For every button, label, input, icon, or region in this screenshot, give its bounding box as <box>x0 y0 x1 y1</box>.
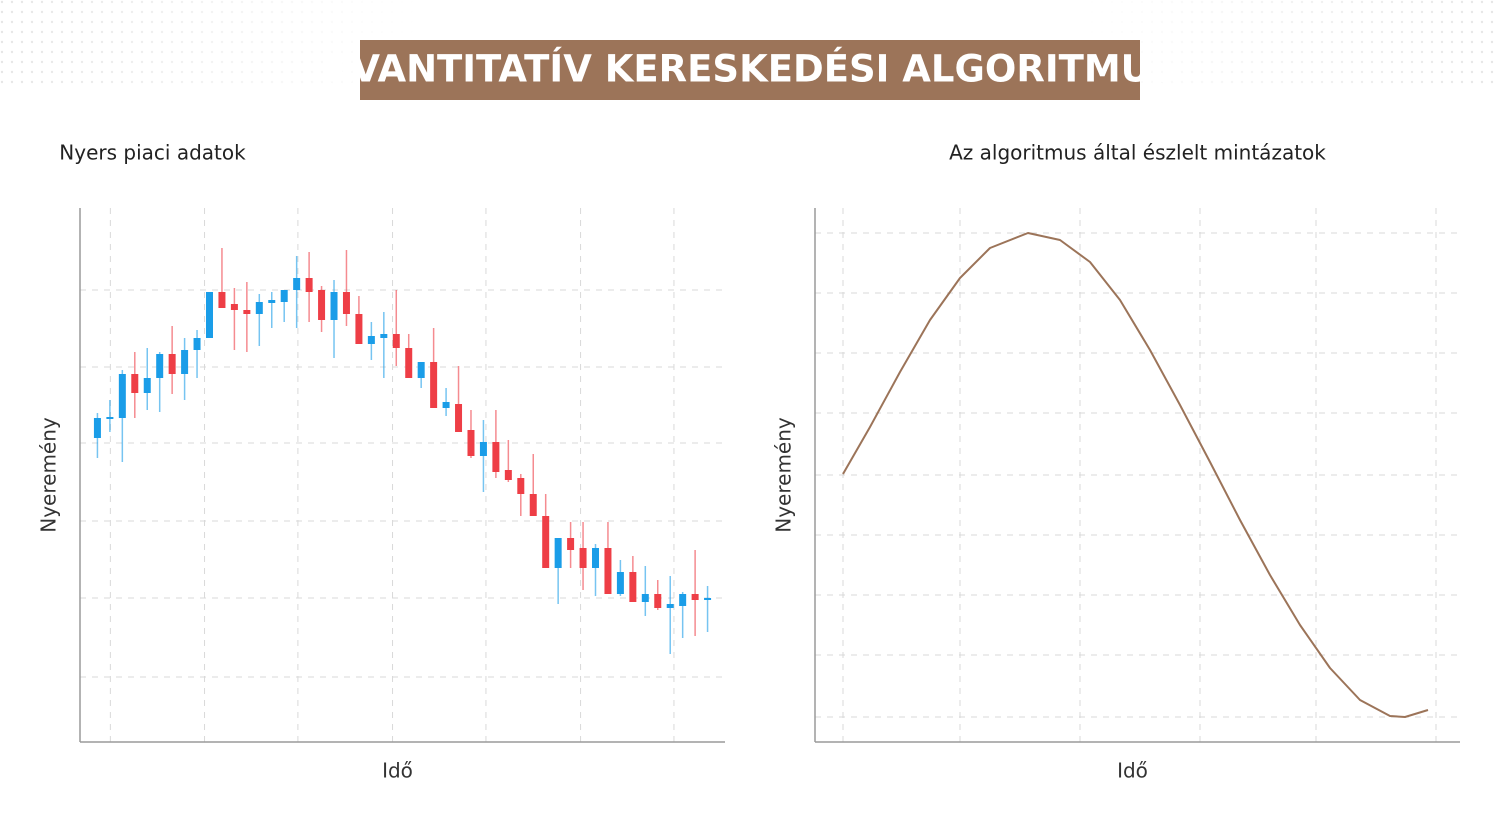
candle-body <box>367 336 375 344</box>
x-axis-label: Idő <box>382 759 413 783</box>
candle-body <box>641 594 649 602</box>
title: KVANTITATÍV KERESKEDÉSI ALGORITMUS <box>323 47 1178 91</box>
candle-body <box>654 594 662 608</box>
candle-body <box>592 548 600 568</box>
candle-body <box>143 378 151 393</box>
candle-body <box>255 302 263 314</box>
candle-body <box>293 278 301 290</box>
chart-title: Nyers piaci adatok <box>59 141 246 165</box>
candle-body <box>268 300 276 303</box>
chart-title: Az algoritmus által észlelt mintázatok <box>949 141 1326 165</box>
candle-body <box>355 314 363 344</box>
dot-fade <box>1080 0 1500 90</box>
candle-body <box>106 417 114 419</box>
candle-body <box>118 374 126 418</box>
pattern-line <box>842 232 1429 718</box>
candle-body <box>554 538 562 568</box>
candle-body <box>131 374 139 393</box>
candle-body <box>691 594 699 600</box>
candle-body <box>679 594 687 606</box>
candle-body <box>455 404 463 432</box>
y-axis-label: Nyeremény <box>37 417 61 533</box>
candle-body <box>517 478 525 494</box>
candle-body <box>629 572 637 602</box>
candle-body <box>218 292 226 308</box>
candle-body <box>205 292 213 338</box>
candle-body <box>380 334 388 338</box>
candle-body <box>579 548 587 568</box>
candle-body <box>168 354 176 374</box>
candle-body <box>604 548 612 594</box>
y-axis-label: Nyeremény <box>772 417 796 533</box>
x-axis-label: Idő <box>1117 759 1148 783</box>
candle-body <box>392 334 400 348</box>
candle-body <box>529 494 537 516</box>
candle-body <box>93 418 101 438</box>
candle-body <box>542 516 550 568</box>
candle-body <box>280 290 288 302</box>
candle-body <box>318 290 326 320</box>
candle-body <box>342 292 350 314</box>
candle-body <box>442 402 450 408</box>
candle-body <box>666 604 674 608</box>
candle-body <box>243 310 251 314</box>
candle-body <box>616 572 624 594</box>
candle-body <box>405 348 413 378</box>
dot-fade <box>0 0 420 90</box>
candle-body <box>305 278 313 292</box>
candle-body <box>430 362 438 408</box>
candle-body <box>330 292 338 320</box>
candle-body <box>567 538 575 550</box>
candle-body <box>417 362 425 378</box>
candle-body <box>181 350 189 374</box>
candle-body <box>230 304 238 310</box>
candle-body <box>704 598 712 600</box>
candle-body <box>467 430 475 456</box>
candle-body <box>479 442 487 456</box>
candle-body <box>504 470 512 480</box>
candle-body <box>193 338 201 350</box>
title-banner <box>360 40 1140 100</box>
candle-body <box>156 354 164 378</box>
candle-body <box>492 442 500 472</box>
